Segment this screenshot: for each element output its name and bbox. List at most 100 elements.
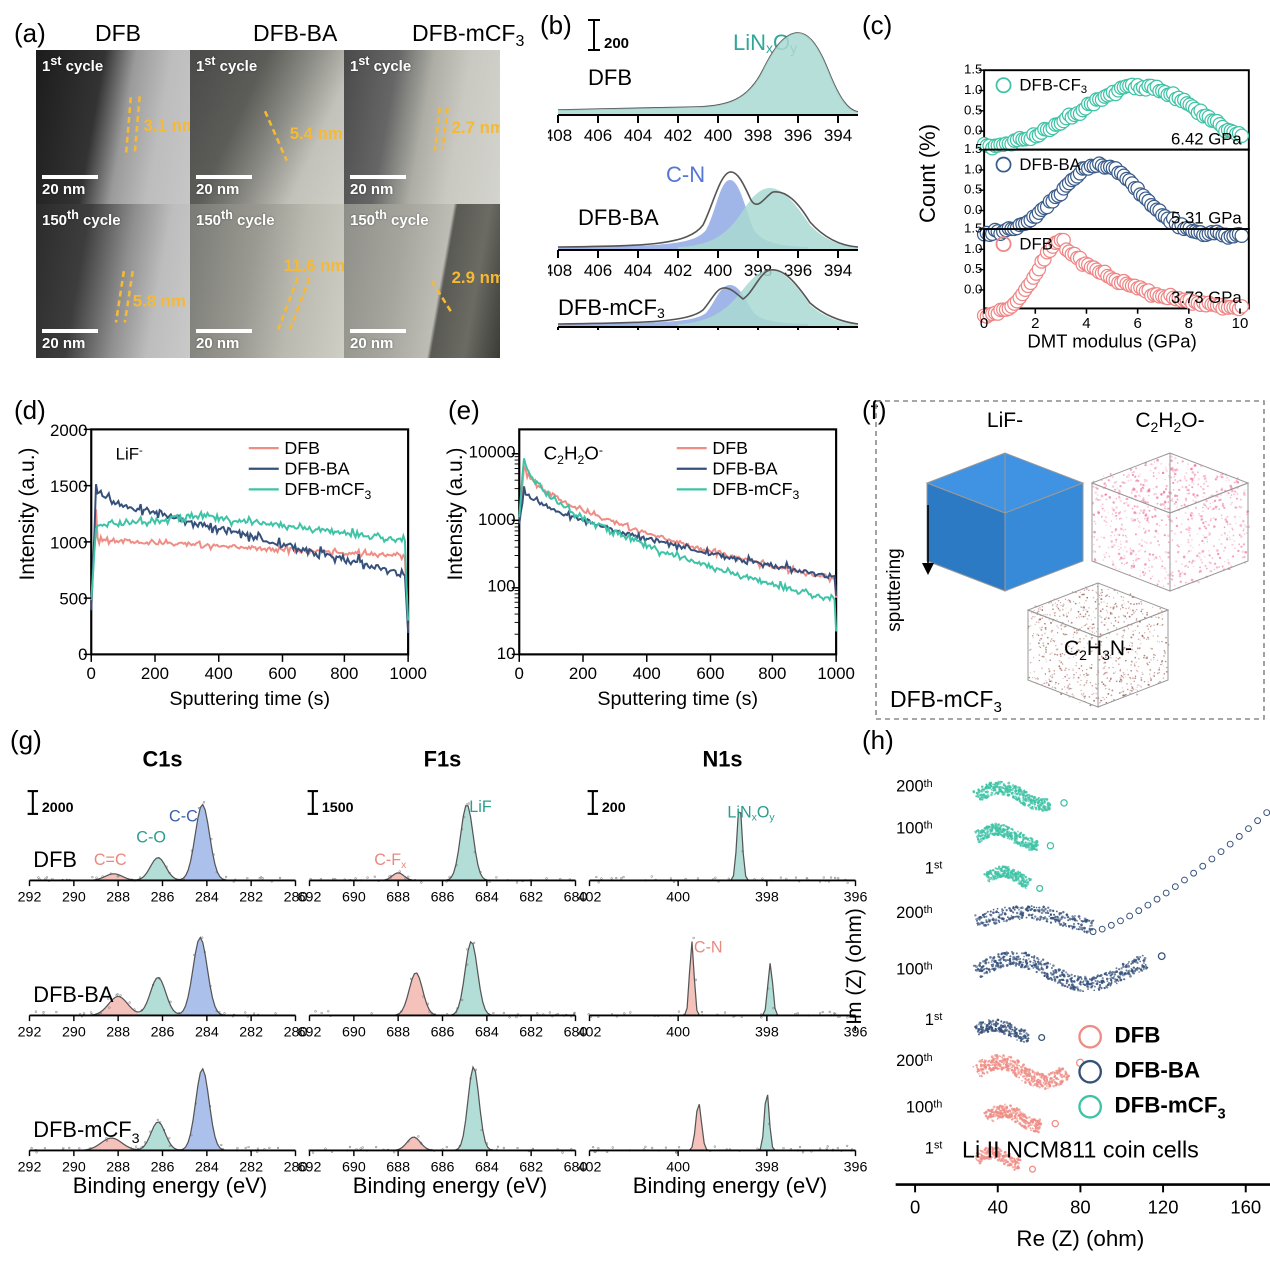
svg-text:5.4 nm: 5.4 nm — [290, 124, 343, 143]
svg-text:286: 286 — [151, 889, 175, 905]
svg-text:DFB-mCF3: DFB-mCF3 — [890, 686, 1002, 716]
svg-text:DFB-BA: DFB-BA — [578, 205, 659, 230]
svg-text:DFB: DFB — [284, 438, 320, 458]
svg-text:1.0: 1.0 — [964, 82, 982, 97]
svg-text:DFB-mCF3: DFB-mCF3 — [558, 295, 665, 321]
svg-text:1000: 1000 — [389, 664, 427, 683]
svg-text:404: 404 — [624, 126, 652, 145]
svg-text:DFB-mCF3: DFB-mCF3 — [33, 1117, 139, 1147]
svg-text:292: 292 — [18, 1024, 42, 1040]
svg-text:DMT modulus (GPa): DMT modulus (GPa) — [1027, 330, 1196, 351]
svg-text:2000: 2000 — [42, 800, 74, 816]
svg-text:800: 800 — [758, 664, 786, 683]
svg-text:DFB-BA: DFB-BA — [284, 458, 349, 478]
svg-text:0.5: 0.5 — [964, 261, 982, 276]
svg-text:Sputtering time (s): Sputtering time (s) — [597, 688, 758, 710]
svg-text:686: 686 — [431, 889, 455, 905]
svg-text:DFB-BA: DFB-BA — [33, 982, 114, 1007]
svg-text:1500: 1500 — [322, 800, 354, 816]
svg-text:C-Fx: C-Fx — [374, 851, 407, 871]
svg-text:C2H3N-: C2H3N- — [1064, 637, 1132, 663]
svg-text:0: 0 — [87, 664, 96, 683]
svg-text:200: 200 — [604, 35, 629, 52]
svg-text:LiNxOy: LiNxOy — [727, 804, 775, 824]
svg-text:400: 400 — [704, 126, 732, 145]
svg-text:3.73 GPa: 3.73 GPa — [1171, 288, 1242, 307]
svg-text:408: 408 — [548, 261, 572, 280]
svg-text:500: 500 — [59, 590, 87, 609]
svg-text:1.0: 1.0 — [964, 161, 982, 176]
svg-text:400: 400 — [704, 261, 732, 280]
svg-text:394: 394 — [824, 261, 852, 280]
svg-text:8: 8 — [1185, 315, 1193, 332]
svg-text:N1s: N1s — [702, 746, 742, 771]
svg-text:0.5: 0.5 — [964, 102, 982, 117]
svg-text:2: 2 — [1031, 315, 1039, 332]
svg-text:290: 290 — [62, 1024, 86, 1040]
svg-text:682: 682 — [519, 1024, 543, 1040]
svg-text:200: 200 — [569, 664, 597, 683]
svg-text:1.5: 1.5 — [964, 62, 982, 77]
svg-text:684: 684 — [475, 1024, 499, 1040]
svg-text:3.1 nm: 3.1 nm — [144, 116, 192, 135]
svg-text:DFB-mCF3: DFB-mCF3 — [284, 479, 371, 502]
svg-text:400: 400 — [633, 664, 661, 683]
svg-text:2.9 nm: 2.9 nm — [452, 268, 500, 287]
svg-text:C-N: C-N — [666, 162, 705, 187]
svg-text:C2H2O-: C2H2O- — [544, 442, 603, 467]
svg-text:402: 402 — [664, 126, 692, 145]
svg-text:DFB-CF3: DFB-CF3 — [1019, 76, 1087, 97]
svg-text:686: 686 — [431, 1024, 455, 1040]
svg-text:C-N: C-N — [694, 939, 723, 957]
svg-text:290: 290 — [62, 889, 86, 905]
svg-text:2000: 2000 — [50, 421, 88, 440]
svg-text:1000: 1000 — [817, 664, 855, 683]
svg-text:DFB-mCF3: DFB-mCF3 — [712, 479, 799, 502]
svg-text:400: 400 — [205, 664, 233, 683]
svg-text:692: 692 — [298, 1024, 322, 1040]
svg-text:6.42 GPa: 6.42 GPa — [1171, 129, 1242, 148]
svg-text:200: 200 — [602, 800, 626, 816]
svg-text:C-O: C-O — [136, 828, 166, 846]
svg-text:0: 0 — [980, 315, 988, 332]
svg-text:688: 688 — [386, 889, 410, 905]
svg-text:690: 690 — [342, 1024, 366, 1040]
svg-text:406: 406 — [584, 261, 612, 280]
svg-text:288: 288 — [106, 1024, 130, 1040]
svg-text:1.5: 1.5 — [964, 141, 982, 156]
svg-text:682: 682 — [519, 889, 543, 905]
svg-text:1000: 1000 — [50, 533, 88, 552]
svg-text:LiF-: LiF- — [116, 444, 143, 463]
svg-text:394: 394 — [824, 126, 852, 145]
svg-text:1.5: 1.5 — [964, 221, 982, 236]
svg-text:400: 400 — [666, 1024, 690, 1040]
svg-text:sputtering: sputtering — [884, 548, 905, 631]
svg-text:288: 288 — [106, 889, 130, 905]
svg-text:C1s: C1s — [142, 746, 182, 771]
svg-text:DFB: DFB — [33, 847, 77, 872]
svg-text:690: 690 — [342, 889, 366, 905]
svg-text:LiF: LiF — [469, 798, 492, 816]
svg-text:402: 402 — [664, 261, 692, 280]
svg-text:DFB-BA: DFB-BA — [712, 458, 777, 478]
svg-text:402: 402 — [578, 1024, 602, 1040]
svg-text:0.0: 0.0 — [964, 281, 982, 296]
svg-text:DFB: DFB — [1019, 234, 1053, 253]
svg-text:6: 6 — [1133, 315, 1141, 332]
svg-text:10: 10 — [497, 644, 516, 663]
svg-text:0.5: 0.5 — [964, 182, 982, 197]
svg-text:100: 100 — [487, 577, 515, 596]
svg-text:C2H2O-: C2H2O- — [1135, 409, 1204, 435]
svg-text:398: 398 — [755, 1024, 779, 1040]
svg-text:5.31 GPa: 5.31 GPa — [1171, 209, 1242, 228]
svg-text:284: 284 — [195, 1024, 219, 1040]
svg-text:0: 0 — [515, 664, 524, 683]
svg-text:406: 406 — [584, 126, 612, 145]
svg-text:396: 396 — [784, 126, 812, 145]
svg-text:692: 692 — [298, 889, 322, 905]
svg-text:400: 400 — [666, 889, 690, 905]
svg-text:684: 684 — [475, 889, 499, 905]
svg-text:282: 282 — [239, 889, 263, 905]
svg-text:C-C: C-C — [169, 808, 198, 826]
svg-text:2.7 nm: 2.7 nm — [452, 118, 500, 137]
